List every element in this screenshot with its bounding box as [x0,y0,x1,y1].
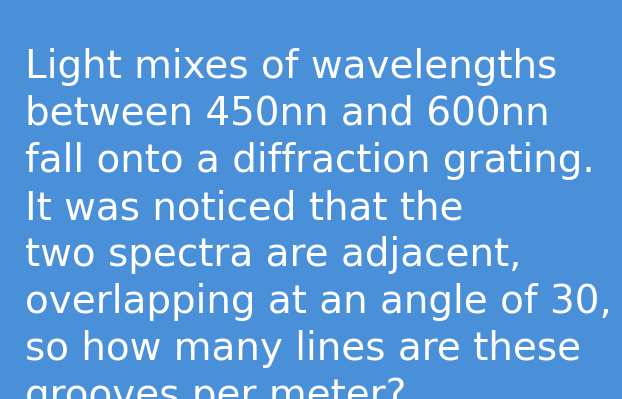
Text: between 450nn and 600nn: between 450nn and 600nn [25,95,549,133]
Text: so how many lines are these: so how many lines are these [25,330,581,368]
Text: grooves per meter?: grooves per meter? [25,377,406,399]
Text: Light mixes of wavelengths: Light mixes of wavelengths [25,48,557,86]
Text: It was noticed that the: It was noticed that the [25,189,463,227]
Text: overlapping at an angle of 30,: overlapping at an angle of 30, [25,283,611,321]
Text: fall onto a diffraction grating.: fall onto a diffraction grating. [25,142,595,180]
Text: two spectra are adjacent,: two spectra are adjacent, [25,236,521,274]
